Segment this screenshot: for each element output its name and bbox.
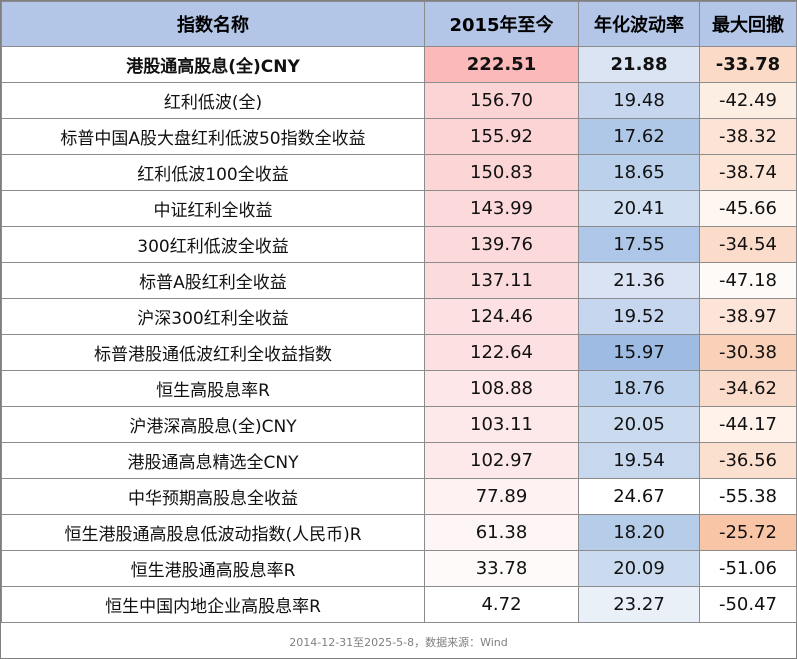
table-row: 沪深300红利全收益 124.46 19.52 -38.97 [1,298,797,335]
volatility-cell: 20.41 [578,190,700,227]
drawdown-cell: -51.06 [699,550,797,587]
table-row: 标普中国A股大盘红利低波50指数全收益 155.92 17.62 -38.32 [1,118,797,155]
index-name-cell: 恒生中国内地企业高股息率R [1,586,425,623]
drawdown-cell: -25.72 [699,514,797,551]
drawdown-cell: -34.62 [699,370,797,407]
drawdown-cell: -44.17 [699,406,797,443]
drawdown-cell: -42.49 [699,82,797,119]
header-max-drawdown: 最大回撤 [699,1,797,47]
return-cell: 102.97 [424,442,579,479]
index-name-cell: 沪港深高股息(全)CNY [1,406,425,443]
return-cell: 124.46 [424,298,579,335]
return-cell: 103.11 [424,406,579,443]
volatility-cell: 17.55 [578,226,700,263]
volatility-cell: 23.27 [578,586,700,623]
volatility-cell: 19.54 [578,442,700,479]
return-cell: 77.89 [424,478,579,515]
data-source-note: 2014-12-31至2025-5-8，数据来源：Wind [289,636,508,649]
table-row: 港股通高股息(全)CNY 222.51 21.88 -33.78 [1,46,797,83]
table-row: 红利低波100全收益 150.83 18.65 -38.74 [1,154,797,191]
return-cell: 222.51 [424,46,579,83]
return-cell: 122.64 [424,334,579,371]
drawdown-cell: -38.74 [699,154,797,191]
return-cell: 155.92 [424,118,579,155]
index-name-cell: 标普A股红利全收益 [1,262,425,299]
index-name-cell: 标普港股通低波红利全收益指数 [1,334,425,371]
volatility-cell: 17.62 [578,118,700,155]
volatility-cell: 21.36 [578,262,700,299]
volatility-cell: 19.48 [578,82,700,119]
table-row: 恒生港股通高股息低波动指数(人民币)R 61.38 18.20 -25.72 [1,514,797,551]
index-comparison-table: 指数名称 2015年至今 年化波动率 最大回撤 港股通高股息(全)CNY 222.… [1,1,797,623]
header-annualized-volatility: 年化波动率 [578,1,700,47]
table-row: 恒生港股通高股息率R 33.78 20.09 -51.06 [1,550,797,587]
header-index-name: 指数名称 [1,1,425,47]
return-cell: 139.76 [424,226,579,263]
volatility-cell: 19.52 [578,298,700,335]
index-name-cell: 沪深300红利全收益 [1,298,425,335]
table-row: 恒生高股息率R 108.88 18.76 -34.62 [1,370,797,407]
index-name-cell: 标普中国A股大盘红利低波50指数全收益 [1,118,425,155]
return-cell: 143.99 [424,190,579,227]
volatility-cell: 20.05 [578,406,700,443]
drawdown-cell: -38.32 [699,118,797,155]
drawdown-cell: -47.18 [699,262,797,299]
table-row: 港股通高息精选全CNY 102.97 19.54 -36.56 [1,442,797,479]
table-row: 红利低波(全) 156.70 19.48 -42.49 [1,82,797,119]
index-name-cell: 红利低波(全) [1,82,425,119]
header-return-since-2015: 2015年至今 [424,1,579,47]
table-row: 标普港股通低波红利全收益指数 122.64 15.97 -30.38 [1,334,797,371]
drawdown-cell: -33.78 [699,46,797,83]
table-body: 港股通高股息(全)CNY 222.51 21.88 -33.78 红利低波(全) 156.… [1,46,797,623]
index-name-cell: 港股通高股息(全)CNY [1,46,425,83]
return-cell: 150.83 [424,154,579,191]
index-name-cell: 中华预期高股息全收益 [1,478,425,515]
volatility-cell: 20.09 [578,550,700,587]
index-name-cell: 中证红利全收益 [1,190,425,227]
volatility-cell: 21.88 [578,46,700,83]
volatility-cell: 18.76 [578,370,700,407]
return-cell: 61.38 [424,514,579,551]
header-row: 指数名称 2015年至今 年化波动率 最大回撤 [1,1,797,47]
drawdown-cell: -30.38 [699,334,797,371]
return-cell: 33.78 [424,550,579,587]
table-row: 中证红利全收益 143.99 20.41 -45.66 [1,190,797,227]
table-header: 指数名称 2015年至今 年化波动率 最大回撤 [1,1,797,47]
return-cell: 156.70 [424,82,579,119]
drawdown-cell: -45.66 [699,190,797,227]
volatility-cell: 18.20 [578,514,700,551]
index-name-cell: 恒生高股息率R [1,370,425,407]
table-row: 中华预期高股息全收益 77.89 24.67 -55.38 [1,478,797,515]
table-row: 恒生中国内地企业高股息率R 4.72 23.27 -50.47 [1,586,797,623]
index-name-cell: 300红利低波全收益 [1,226,425,263]
return-cell: 108.88 [424,370,579,407]
index-name-cell: 港股通高息精选全CNY [1,442,425,479]
index-name-cell: 红利低波100全收益 [1,154,425,191]
drawdown-cell: -36.56 [699,442,797,479]
table-row: 沪港深高股息(全)CNY 103.11 20.05 -44.17 [1,406,797,443]
volatility-cell: 24.67 [578,478,700,515]
volatility-cell: 18.65 [578,154,700,191]
return-cell: 4.72 [424,586,579,623]
index-name-cell: 恒生港股通高股息率R [1,550,425,587]
index-name-cell: 恒生港股通高股息低波动指数(人民币)R [1,514,425,551]
drawdown-cell: -55.38 [699,478,797,515]
table-row: 300红利低波全收益 139.76 17.55 -34.54 [1,226,797,263]
return-cell: 137.11 [424,262,579,299]
drawdown-cell: -38.97 [699,298,797,335]
drawdown-cell: -34.54 [699,226,797,263]
volatility-cell: 15.97 [578,334,700,371]
drawdown-cell: -50.47 [699,586,797,623]
table-row: 标普A股红利全收益 137.11 21.36 -47.18 [1,262,797,299]
